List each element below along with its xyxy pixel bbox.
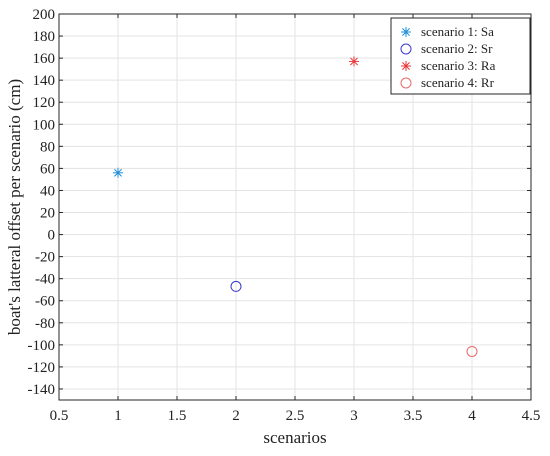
x-axis-label: scenarios — [263, 428, 326, 447]
x-tick-label: 1 — [114, 408, 122, 424]
x-tick-label: 2 — [232, 408, 240, 424]
x-tick-label: 3.5 — [404, 408, 423, 424]
legend: scenario 1: Sa scenario 2: Sr scenario 3… — [390, 17, 531, 95]
legend-marker-3 — [401, 61, 411, 71]
y-tick-label: 60 — [40, 161, 55, 177]
y-tick-label: 180 — [33, 29, 56, 45]
y-tick-label: -80 — [35, 316, 55, 332]
y-tick-label: -60 — [35, 294, 55, 310]
y-tick-labels: 200180160140120100806040200-20-40-60-80-… — [28, 7, 56, 398]
legend-entry-2: scenario 2: Sr — [421, 41, 493, 56]
legend-marker-2 — [400, 43, 412, 55]
x-tick-label: 4 — [468, 408, 476, 424]
x-tick-label: 2.5 — [286, 408, 305, 424]
legend-marker-1-stroke — [402, 28, 410, 36]
legend-marker-3-stroke — [402, 62, 410, 70]
legend-entry-1: scenario 1: Sa — [421, 24, 494, 39]
legend-entry-3: scenario 3: Ra — [421, 58, 496, 73]
legend-entry-4: scenario 4: Rr — [421, 75, 495, 90]
data-point-series-4 — [466, 345, 478, 357]
y-tick-label: -120 — [28, 360, 56, 376]
data-point-series-2 — [230, 280, 242, 292]
grid-layer — [58, 13, 532, 400]
data-point-series-3-stroke — [350, 57, 358, 66]
x-tick-label: 3 — [350, 408, 358, 424]
y-tick-label: 20 — [40, 206, 55, 222]
x-tick-label: 4.5 — [522, 408, 541, 424]
y-tick-label: 80 — [40, 139, 55, 155]
tick-layer — [58, 13, 532, 400]
y-tick-label: -20 — [35, 250, 55, 266]
x-tick-label: 0.5 — [50, 408, 69, 424]
data-point-series-1 — [113, 167, 123, 178]
y-tick-label: -100 — [28, 338, 56, 354]
y-tick-label: 120 — [33, 95, 56, 111]
legend-marker-4 — [400, 77, 412, 89]
y-tick-label: -40 — [35, 272, 55, 288]
data-point-series-3 — [349, 56, 359, 67]
legend-box — [390, 17, 531, 95]
x-tick-label: 1.5 — [168, 408, 187, 424]
y-tick-label: -140 — [28, 382, 56, 398]
y-tick-label: 140 — [33, 73, 56, 89]
legend-markers — [400, 27, 412, 89]
y-tick-label: 100 — [33, 117, 56, 133]
data-point-series-1-stroke — [114, 168, 122, 177]
marker-layer — [113, 56, 478, 357]
y-tick-label: 40 — [40, 183, 55, 199]
y-tick-label: 0 — [48, 228, 56, 244]
y-axis-label: boat's latteral offset per scenario (cm) — [5, 79, 24, 335]
y-tick-label: 160 — [33, 51, 56, 67]
legend-marker-1 — [401, 27, 411, 37]
y-tick-label: 200 — [33, 7, 56, 23]
x-tick-labels: 0.5 1 1.5 2 2.5 3 3.5 4 4.5 — [50, 408, 541, 424]
